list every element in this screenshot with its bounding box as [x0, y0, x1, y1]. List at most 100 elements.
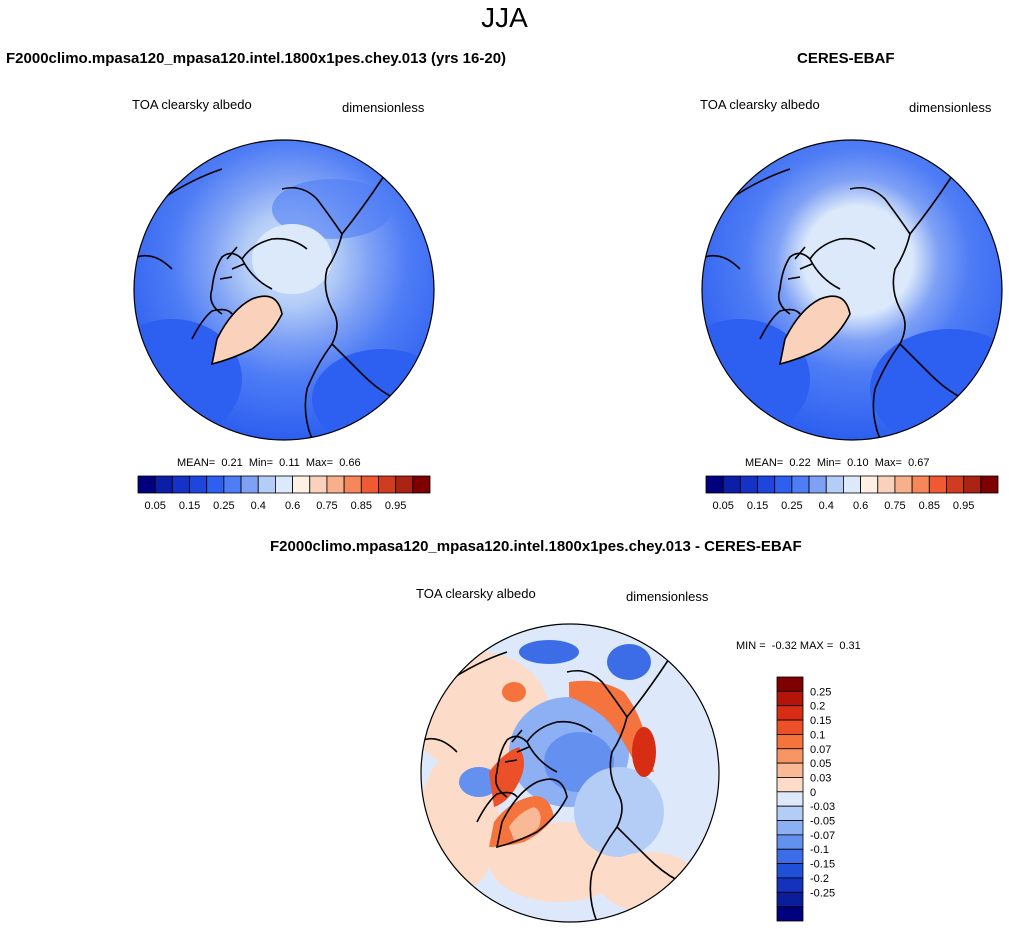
obs-colorbar-box	[894, 475, 913, 494]
diff-colorbar-tick-label: 0.05	[810, 758, 831, 770]
diff-colorbar-box	[776, 906, 804, 922]
obs-colorbar-box	[739, 475, 758, 494]
model-colorbar-box	[206, 475, 225, 494]
model-colorbar-tick-label: 0.85	[351, 500, 372, 512]
obs-colorbar-box	[980, 475, 999, 494]
diff-colorbar-box	[776, 877, 804, 893]
obs-albedo-map	[701, 139, 1003, 441]
diff-colorbar-box	[776, 748, 804, 764]
diff-colorbar-box	[776, 719, 804, 735]
diff-colorbar-tick-label: 0.15	[810, 715, 831, 727]
diff-colorbar-box	[776, 734, 804, 750]
model-colorbar-box	[343, 475, 362, 494]
model-colorbar-box	[223, 475, 242, 494]
model-variable-label: TOA clearsky albedo	[132, 97, 252, 112]
diff-colorbar: 0.25 0.2 0.15 0.1 0.07 0.05 0.03 0 -0.03 -0.05 -0.…	[776, 676, 835, 922]
obs-colorbar-tick-label: 0.75	[884, 500, 905, 512]
obs-colorbar-tick-label: 0.95	[953, 500, 974, 512]
obs-colorbar-tick-label: 0.15	[747, 500, 768, 512]
model-colorbar-tick-label: 0.95	[385, 500, 406, 512]
diff-colorbar-tick-label: -0.15	[810, 859, 835, 871]
diff-colorbar-box	[776, 863, 804, 879]
obs-units-label: dimensionless	[909, 100, 992, 115]
model-colorbar-box	[171, 475, 190, 494]
diff-colorbar-tick-label: 0.07	[810, 744, 831, 756]
diff-colorbar-tick-label: 0.25	[810, 686, 831, 698]
diff-colorbar-tick-label: -0.1	[810, 844, 829, 856]
model-stats: MEAN= 0.21 Min= 0.11 Max= 0.66	[177, 457, 361, 469]
obs-colorbar-box	[860, 475, 879, 494]
diff-colorbar-box	[776, 690, 804, 707]
obs-colorbar-box	[808, 475, 827, 494]
diff-colorbar-box	[776, 820, 804, 836]
obs-colorbar-box	[791, 475, 810, 494]
diff-colorbar-box	[776, 848, 804, 864]
obs-colorbar-box	[963, 475, 982, 494]
diff-colorbar-box	[776, 805, 804, 821]
obs-colorbar-tick-label: 0.85	[919, 500, 940, 512]
diff-colorbar-box	[776, 891, 804, 908]
model-colorbar-box	[189, 475, 208, 494]
model-albedo-map	[133, 139, 435, 441]
obs-colorbar-tick-label: 0.6	[853, 500, 868, 512]
diff-colorbar-tick-label: 0.03	[810, 772, 831, 784]
model-colorbar-box	[257, 475, 276, 494]
obs-panel-title: CERES-EBAF	[797, 50, 895, 67]
obs-stats: MEAN= 0.22 Min= 0.10 Max= 0.67	[745, 457, 930, 469]
diff-colorbar-box	[776, 791, 804, 807]
model-units-label: dimensionless	[342, 100, 425, 115]
model-colorbar-box	[326, 475, 345, 494]
model-colorbar-box	[412, 475, 431, 494]
model-colorbar: 0.05 0.15 0.25 0.4 0.6 0.75 0.85 0.95	[137, 475, 431, 512]
obs-colorbar-tick-label: 0.05	[712, 500, 733, 512]
obs-colorbar-box	[877, 475, 896, 494]
model-colorbar-box	[154, 475, 173, 494]
model-colorbar-tick-label: 0.4	[251, 500, 266, 512]
obs-colorbar-box	[757, 475, 776, 494]
model-colorbar-box	[395, 475, 414, 494]
obs-colorbar-box	[825, 475, 844, 494]
diff-colorbar-tick-label: -0.03	[810, 801, 835, 813]
diff-albedo-map	[420, 623, 720, 923]
model-colorbar-tick-label: 0.05	[144, 500, 165, 512]
diff-minmax-text: MIN = -0.32 MAX = 0.31	[736, 640, 861, 652]
diff-colorbar-tick-label: -0.05	[810, 816, 835, 828]
model-colorbar-box	[137, 475, 156, 494]
model-colorbar-tick-label: 0.75	[316, 500, 337, 512]
model-colorbar-box	[378, 475, 397, 494]
diff-colorbar-box	[776, 705, 804, 721]
model-colorbar-tick-label: 0.6	[285, 500, 300, 512]
model-colorbar-tick-label: 0.15	[179, 500, 200, 512]
obs-colorbar-box	[774, 475, 793, 494]
diff-colorbar-tick-label: 0.2	[810, 701, 825, 713]
model-colorbar-box	[292, 475, 311, 494]
obs-colorbar-box	[705, 475, 724, 494]
obs-colorbar-box	[946, 475, 965, 494]
obs-colorbar-box	[843, 475, 861, 494]
diff-colorbar-box	[776, 777, 804, 793]
model-colorbar-box	[309, 475, 328, 494]
obs-colorbar-box	[928, 475, 947, 494]
diff-variable-label: TOA clearsky albedo	[416, 586, 536, 601]
model-panel-title: F2000climo.mpasa120_mpasa120.intel.1800x…	[6, 50, 507, 67]
diff-units-label: dimensionless	[626, 589, 709, 604]
model-colorbar-tick-label: 0.25	[213, 500, 234, 512]
diff-colorbar-box	[776, 676, 804, 692]
obs-colorbar-tick-label: 0.4	[819, 500, 834, 512]
diff-colorbar-box	[776, 834, 804, 850]
diff-colorbar-tick-label: -0.25	[810, 887, 835, 899]
obs-colorbar: 0.05 0.15 0.25 0.4 0.6 0.75 0.85 0.95	[705, 475, 999, 512]
obs-colorbar-box	[911, 475, 930, 494]
obs-variable-label: TOA clearsky albedo	[700, 97, 820, 112]
model-colorbar-box	[240, 475, 259, 494]
diff-colorbar-tick-label: 0	[810, 787, 816, 799]
diff-panel-title: F2000climo.mpasa120_mpasa120.intel.1800x…	[270, 538, 802, 555]
diff-colorbar-box	[776, 762, 804, 778]
season-title: JJA	[481, 2, 528, 33]
obs-colorbar-box	[722, 475, 741, 494]
model-colorbar-box	[360, 475, 379, 494]
diff-colorbar-tick-label: 0.1	[810, 729, 825, 741]
model-colorbar-box	[275, 475, 293, 494]
diff-colorbar-tick-label: -0.07	[810, 830, 835, 842]
obs-colorbar-tick-label: 0.25	[781, 500, 802, 512]
